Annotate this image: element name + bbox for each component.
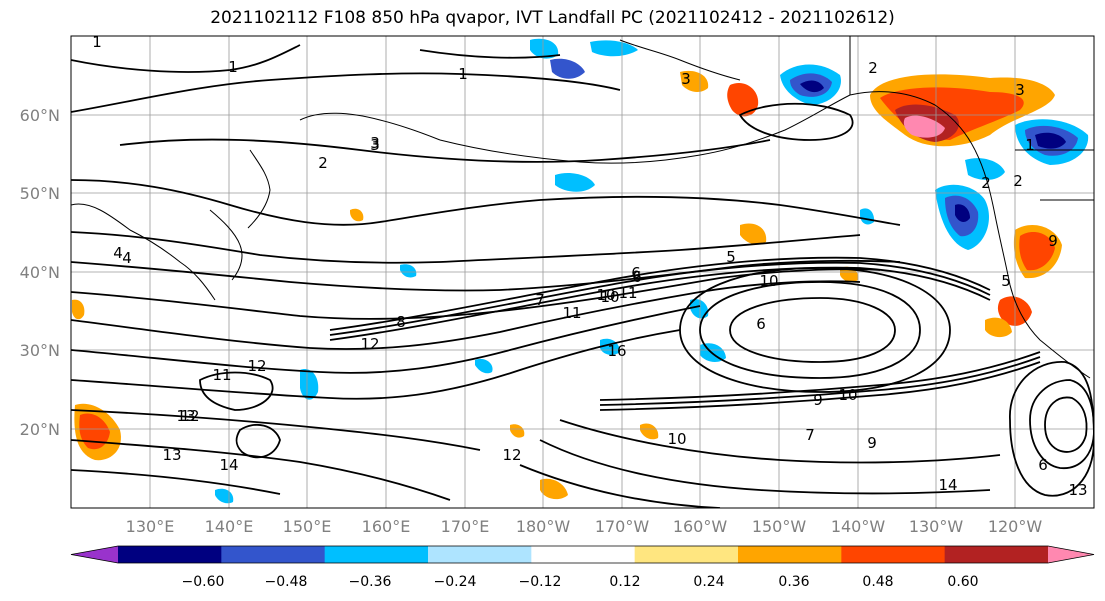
contour-label: 9 — [867, 434, 877, 452]
contour-label: 6 — [631, 264, 641, 282]
colorbar-tick: −0.48 — [265, 574, 308, 590]
contour-label: 9 — [1048, 232, 1058, 250]
contour-label: 1 — [1025, 136, 1035, 154]
colorbar — [70, 545, 1095, 564]
lon-label-160w: 160°W — [673, 517, 728, 536]
contour-label: 12 — [247, 357, 266, 375]
contour-label: 6 — [756, 315, 766, 333]
lon-label-130e: 130°E — [126, 517, 175, 536]
figure-title: 2021102112 F108 850 hPa qvapor, IVT Land… — [210, 8, 895, 28]
contour-label: 11 — [618, 284, 637, 302]
anomaly-shading — [72, 38, 1089, 504]
colorbar-segment — [531, 546, 636, 563]
lon-label-170e: 170°E — [441, 517, 490, 536]
coastlines — [71, 36, 1094, 379]
map-frame — [70, 35, 1095, 509]
contour-label: 2 — [981, 174, 991, 192]
contour-label: 3 — [1015, 81, 1025, 99]
colorbar-segment — [324, 546, 429, 563]
lat-label-20n: 20°N — [20, 420, 60, 439]
colorbar-outline — [70, 545, 1095, 564]
colorbar-segment — [118, 546, 222, 563]
colorbar-tick: −0.24 — [434, 574, 477, 590]
contour-label: 11 — [562, 304, 581, 322]
colorbar-segment — [738, 546, 842, 563]
contour-label: 13 — [176, 407, 195, 425]
contour-label: 5 — [1001, 272, 1011, 290]
contour-label: 7 — [535, 291, 545, 309]
contour-label: 4 — [122, 249, 132, 267]
contour-label: 2 — [1013, 172, 1023, 190]
contour-label: 5 — [726, 248, 736, 266]
contour-label: 1 — [228, 58, 238, 76]
colorbar-tick: 0.24 — [693, 574, 724, 590]
colorbar-extend-max — [1048, 546, 1094, 563]
colorbar-tick: −0.12 — [519, 574, 562, 590]
lon-label-150e: 150°E — [283, 517, 332, 536]
colorbar-segment — [841, 546, 946, 563]
contour-label: 10 — [600, 288, 619, 306]
contour-label: 3 — [370, 136, 380, 154]
lon-label-160e: 160°E — [362, 517, 411, 536]
lon-label-170w: 170°W — [595, 517, 650, 536]
colorbar-tick: 0.36 — [778, 574, 809, 590]
colorbar-extend-min — [71, 546, 118, 563]
colorbar-segment — [221, 546, 326, 563]
lon-label-140w: 140°W — [831, 517, 886, 536]
contour-label: 2 — [868, 59, 878, 77]
lat-label-60n: 60°N — [20, 106, 60, 125]
contour-label: 11 — [212, 366, 231, 384]
contour-label: 10 — [596, 286, 615, 304]
contour-label: 14 — [938, 476, 957, 494]
contour-label: 1 — [458, 65, 468, 83]
contour-label: 10 — [667, 430, 686, 448]
contour-label: 6 — [632, 268, 642, 286]
contour-label: 10 — [759, 272, 778, 290]
ivt-contours — [71, 44, 1094, 508]
contour-label: 4 — [113, 244, 123, 262]
latitude-labels: 60°N 50°N 40°N 30°N 20°N — [20, 106, 60, 439]
contour-label: 7 — [805, 426, 815, 444]
colorbar-tick: 0.48 — [862, 574, 893, 590]
colorbar-tick-labels: −0.60 −0.48 −0.36 −0.24 −0.12 0.12 0.24 … — [182, 574, 979, 590]
contour-label: 13 — [162, 446, 181, 464]
contour-label: 9 — [813, 391, 823, 409]
contour-label: 16 — [607, 342, 626, 360]
lat-label-30n: 30°N — [20, 341, 60, 360]
lon-label-150w: 150°W — [752, 517, 807, 536]
contour-label: 12 — [502, 446, 521, 464]
contour-label: 13 — [1068, 481, 1087, 499]
contour-label: 12 — [180, 407, 199, 425]
lon-label-180w: 180°W — [516, 517, 571, 536]
lon-label-130w: 130°W — [909, 517, 964, 536]
colorbar-tick: 0.12 — [609, 574, 640, 590]
longitude-labels: 130°E 140°E 150°E 160°E 170°E 180°W 170°… — [126, 517, 1043, 536]
lat-label-40n: 40°N — [20, 263, 60, 282]
colorbar-tick: −0.36 — [349, 574, 392, 590]
contour-label: 3 — [681, 70, 691, 88]
contour-label: 12 — [360, 335, 379, 353]
colorbar-segment — [428, 546, 532, 563]
colorbar-segment — [634, 546, 739, 563]
contour-label: 10 — [838, 386, 857, 404]
lon-label-120w: 120°W — [988, 517, 1043, 536]
lon-label-140e: 140°E — [205, 517, 254, 536]
contour-label: 8 — [396, 313, 406, 331]
colorbar-tick: −0.60 — [182, 574, 225, 590]
colorbar-tick: 0.60 — [947, 574, 978, 590]
contour-label: 2 — [318, 154, 328, 172]
contour-label: 6 — [1038, 456, 1048, 474]
contour-label: 14 — [219, 456, 238, 474]
contour-label: 3 — [370, 134, 380, 152]
colorbar-segment — [944, 546, 1049, 563]
contour-label: 1 — [92, 33, 102, 51]
lat-label-50n: 50°N — [20, 184, 60, 203]
